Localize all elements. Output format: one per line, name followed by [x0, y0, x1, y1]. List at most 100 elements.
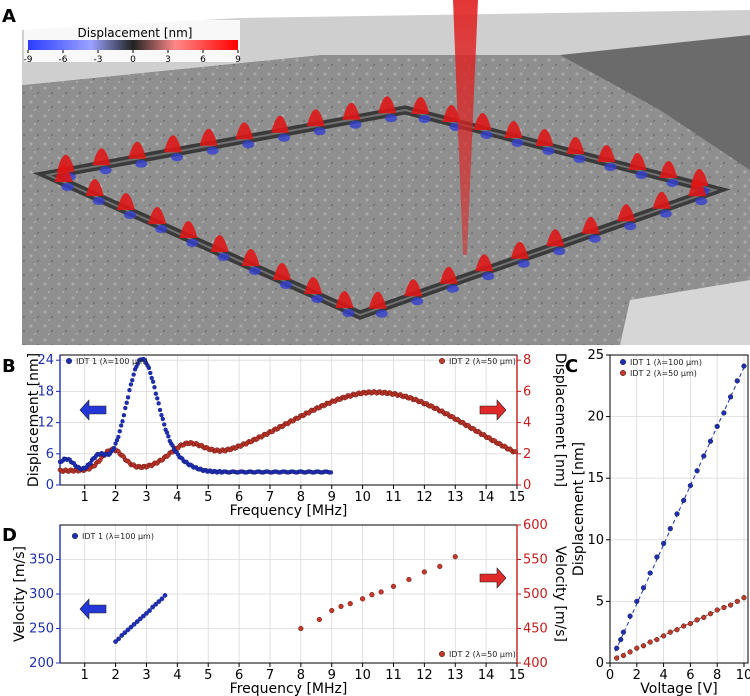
x-tick-label: 2 [111, 668, 119, 683]
x-tick-label: 1 [81, 490, 89, 505]
data-point [421, 569, 427, 575]
y-tick-label: 15 [587, 471, 604, 486]
wave-trough [278, 133, 291, 142]
colorbar-tick-label: -3 [94, 55, 103, 65]
data-point [378, 589, 384, 595]
wave-trough [280, 281, 292, 289]
data-point [157, 407, 163, 413]
wave-peak [652, 191, 671, 209]
data-point [122, 630, 128, 635]
data-point [734, 378, 740, 384]
legend-idt2-label: IDT 2 (λ=50 µm) [449, 357, 516, 366]
data-point [120, 419, 125, 424]
data-point [144, 610, 149, 616]
wave-peak [566, 137, 585, 154]
legend-idt2-marker [439, 358, 446, 365]
x-tick-label: 4 [173, 668, 181, 683]
chart-c: 0 2 4 6 8 10 0 5 10 15 20 25 Voltage [V] Displacement… [571, 348, 750, 696]
wave-trough [217, 253, 230, 261]
wave-trough [206, 146, 219, 155]
wave-peak [273, 263, 291, 280]
x-axis-label: Frequency [MHz] [230, 681, 348, 696]
panel-label-a: A [2, 6, 16, 27]
data-point [647, 639, 653, 645]
wave-peak [581, 216, 600, 234]
y-right-tick-label: 600 [523, 518, 548, 533]
wave-peak [475, 254, 494, 272]
data-point [123, 405, 128, 411]
y-axis-label: Displacement [nm] [571, 442, 587, 576]
wave-peak [442, 105, 461, 122]
data-point [347, 601, 353, 607]
data-point [727, 394, 734, 400]
x-tick-label: 3 [142, 668, 150, 683]
y-left-tick-label: 300 [29, 587, 54, 602]
panel-a: Displacement [nm] -9 -6 -3 0 3 6 9 [22, 0, 750, 345]
wave-peak [342, 102, 361, 120]
data-point [701, 453, 707, 459]
data-point [513, 449, 519, 455]
wave-peak [510, 241, 529, 259]
x-tick-label: 14 [478, 668, 495, 683]
wave-trough [99, 166, 112, 175]
data-point [137, 616, 143, 622]
data-point [149, 375, 154, 381]
wave-trough [511, 139, 524, 147]
data-point [618, 636, 624, 643]
data-point [328, 470, 334, 475]
wave-peak [210, 235, 229, 252]
data-point [701, 614, 707, 621]
gridlines [60, 525, 518, 664]
x-tick-label: 15 [509, 490, 526, 505]
data-point [674, 627, 680, 633]
wave-trough [624, 222, 637, 231]
x-tick-label: 4 [173, 490, 181, 505]
wave-trough [135, 159, 148, 168]
x-tick-label: 9 [328, 490, 336, 505]
x-tick-label: 9 [328, 668, 336, 683]
data-point [667, 526, 673, 532]
wave-trough [482, 272, 495, 281]
data-point [150, 604, 155, 610]
wave-peak [199, 128, 218, 146]
x-tick-label: 10 [736, 668, 750, 683]
x-tick-label: 5 [204, 490, 212, 505]
y-right-tick-label: 450 [523, 622, 548, 637]
chart-d: 1 2 3 4 5 6 7 8 9 10 11 12 13 14 152002503003504004505… [12, 518, 568, 696]
data-point [681, 497, 687, 503]
wave-trough [242, 140, 255, 149]
legend-idt1-marker [620, 359, 627, 366]
wave-peak [117, 193, 135, 210]
y-right-tick-label: 4 [523, 416, 531, 431]
wave-peak [411, 97, 430, 114]
data-point [707, 611, 714, 617]
data-point [159, 596, 165, 602]
wave-trough [248, 267, 261, 275]
x-tick-label: 13 [447, 490, 464, 505]
data-point [153, 391, 159, 396]
electrode-pads [620, 280, 750, 345]
wave-trough [170, 153, 183, 162]
y-left-tick-label: 6 [46, 447, 54, 462]
data-point [437, 563, 443, 570]
data-point [654, 554, 660, 560]
x-axis-label: Voltage [V] [640, 681, 717, 696]
wave-trough [517, 259, 530, 268]
data-point [116, 636, 122, 642]
x-tick-label: 7 [266, 490, 274, 505]
x-tick-label: 2 [633, 668, 641, 683]
wave-peak [128, 141, 147, 159]
wave-trough [588, 234, 601, 243]
y-left-axis-label: Displacement [nm] [26, 353, 42, 487]
data-point [741, 363, 747, 369]
data-point [741, 595, 747, 601]
y-left-tick-label: 24 [37, 353, 54, 368]
x-tick-label: 13 [447, 668, 464, 683]
y-right-axis-label: Velocity [m/s] [552, 546, 568, 642]
chip-dark-edge [560, 35, 750, 170]
wave-trough [635, 171, 648, 179]
data-point [734, 598, 740, 605]
y-tick-label: 25 [587, 348, 604, 363]
data-point [647, 570, 653, 576]
data-point [369, 592, 375, 598]
